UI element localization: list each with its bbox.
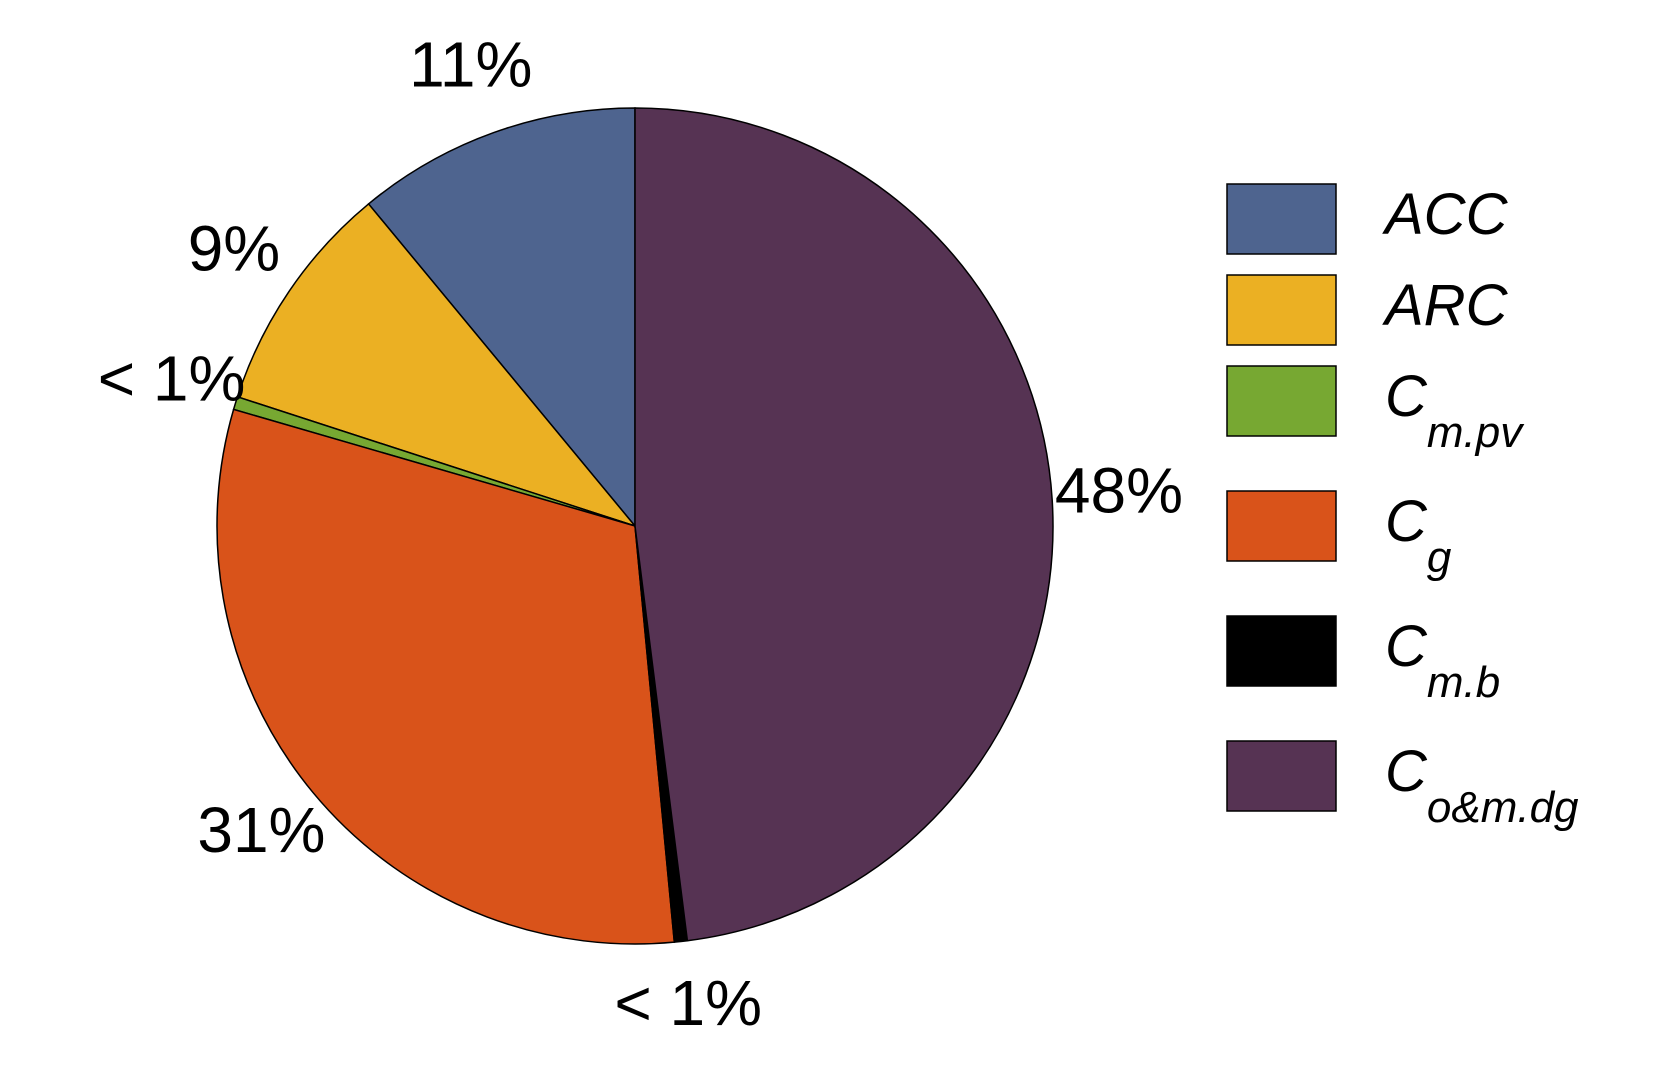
legend-swatch bbox=[1226, 615, 1337, 687]
legend-label: ARC bbox=[1382, 273, 1509, 338]
data-label: < 1% bbox=[614, 967, 762, 1039]
legend-label: ACC bbox=[1382, 182, 1509, 247]
data-label: 9% bbox=[188, 212, 281, 284]
legend-label: Cm.pv bbox=[1385, 364, 1525, 456]
legend-main: C bbox=[1385, 739, 1428, 804]
legend-main: C bbox=[1385, 614, 1428, 679]
data-label: 31% bbox=[197, 794, 325, 866]
legend-swatch bbox=[1226, 365, 1337, 437]
legend-main: ARC bbox=[1382, 273, 1509, 338]
pie-slice bbox=[634, 107, 1054, 942]
legend-label: Cm.b bbox=[1385, 614, 1500, 706]
data-label: 48% bbox=[1055, 454, 1183, 526]
data-label: 11% bbox=[409, 29, 532, 101]
legend-label: Co&m.dg bbox=[1385, 739, 1579, 831]
legend-main: ACC bbox=[1382, 182, 1509, 247]
legend-swatch bbox=[1226, 183, 1337, 255]
legend-sub: m.b bbox=[1427, 658, 1500, 707]
legend-sub: o&m.dg bbox=[1427, 783, 1579, 832]
legend-swatch bbox=[1226, 740, 1337, 812]
legend-sub: g bbox=[1427, 533, 1452, 582]
legend-label: Cg bbox=[1385, 489, 1452, 581]
legend-swatch bbox=[1226, 490, 1337, 562]
data-label: < 1% bbox=[98, 342, 246, 414]
pie-slice bbox=[236, 202, 638, 528]
legend-main: C bbox=[1385, 364, 1428, 429]
legend-swatch bbox=[1226, 274, 1337, 346]
legend-sub: m.pv bbox=[1427, 408, 1525, 457]
pie-slice bbox=[216, 408, 676, 945]
pie-slice bbox=[367, 107, 636, 529]
legend-main: C bbox=[1385, 489, 1428, 554]
